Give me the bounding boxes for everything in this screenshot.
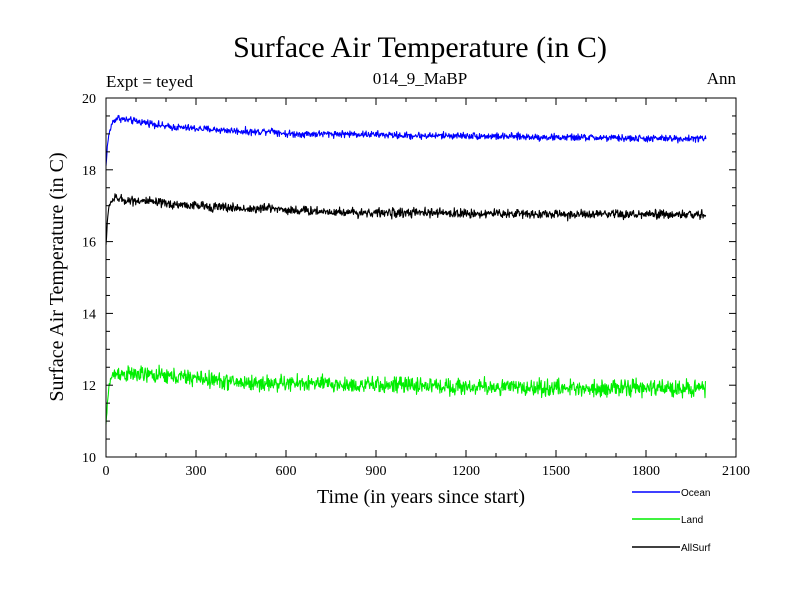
series-line-land [105, 364, 706, 425]
y-axis-label: Surface Air Temperature (in C) [46, 152, 68, 401]
series-line-allsurf [105, 193, 707, 246]
y-tick-label: 12 [82, 379, 96, 394]
x-tick-label: 300 [186, 464, 207, 479]
chart-subtitle: 014_9_MaBP [373, 69, 467, 88]
y-tick-label: 14 [82, 307, 96, 322]
y-tick-label: 20 [82, 92, 96, 107]
x-tick-label: 0 [103, 464, 110, 479]
x-tick-label: 900 [366, 464, 387, 479]
legend-label-ocean: Ocean [681, 488, 710, 499]
x-tick-label: 2100 [722, 464, 750, 479]
x-tick-label: 1800 [632, 464, 660, 479]
series-line-ocean [105, 114, 707, 167]
y-tick-label: 18 [82, 164, 96, 179]
chart-title: Surface Air Temperature (in C) [233, 31, 607, 64]
legend: Ocean Land AllSurf [632, 488, 711, 554]
x-tick-label: 1500 [542, 464, 570, 479]
x-tick-label: 600 [276, 464, 297, 479]
legend-label-allsurf: AllSurf [681, 543, 711, 554]
plot-area [105, 114, 707, 425]
y-tick-label: 16 [82, 236, 96, 251]
period-label: Ann [707, 69, 737, 88]
axis-ticks: 0 300 600 900 1200 1500 1800 2100 10 12 14 16 18 20 [82, 92, 750, 479]
legend-label-land: Land [681, 515, 703, 526]
x-tick-label: 1200 [452, 464, 480, 479]
experiment-label: Expt = teyed [106, 72, 194, 91]
x-axis-label: Time (in years since start) [317, 486, 525, 508]
plot-frame [105, 97, 737, 458]
y-tick-label: 10 [82, 451, 96, 466]
